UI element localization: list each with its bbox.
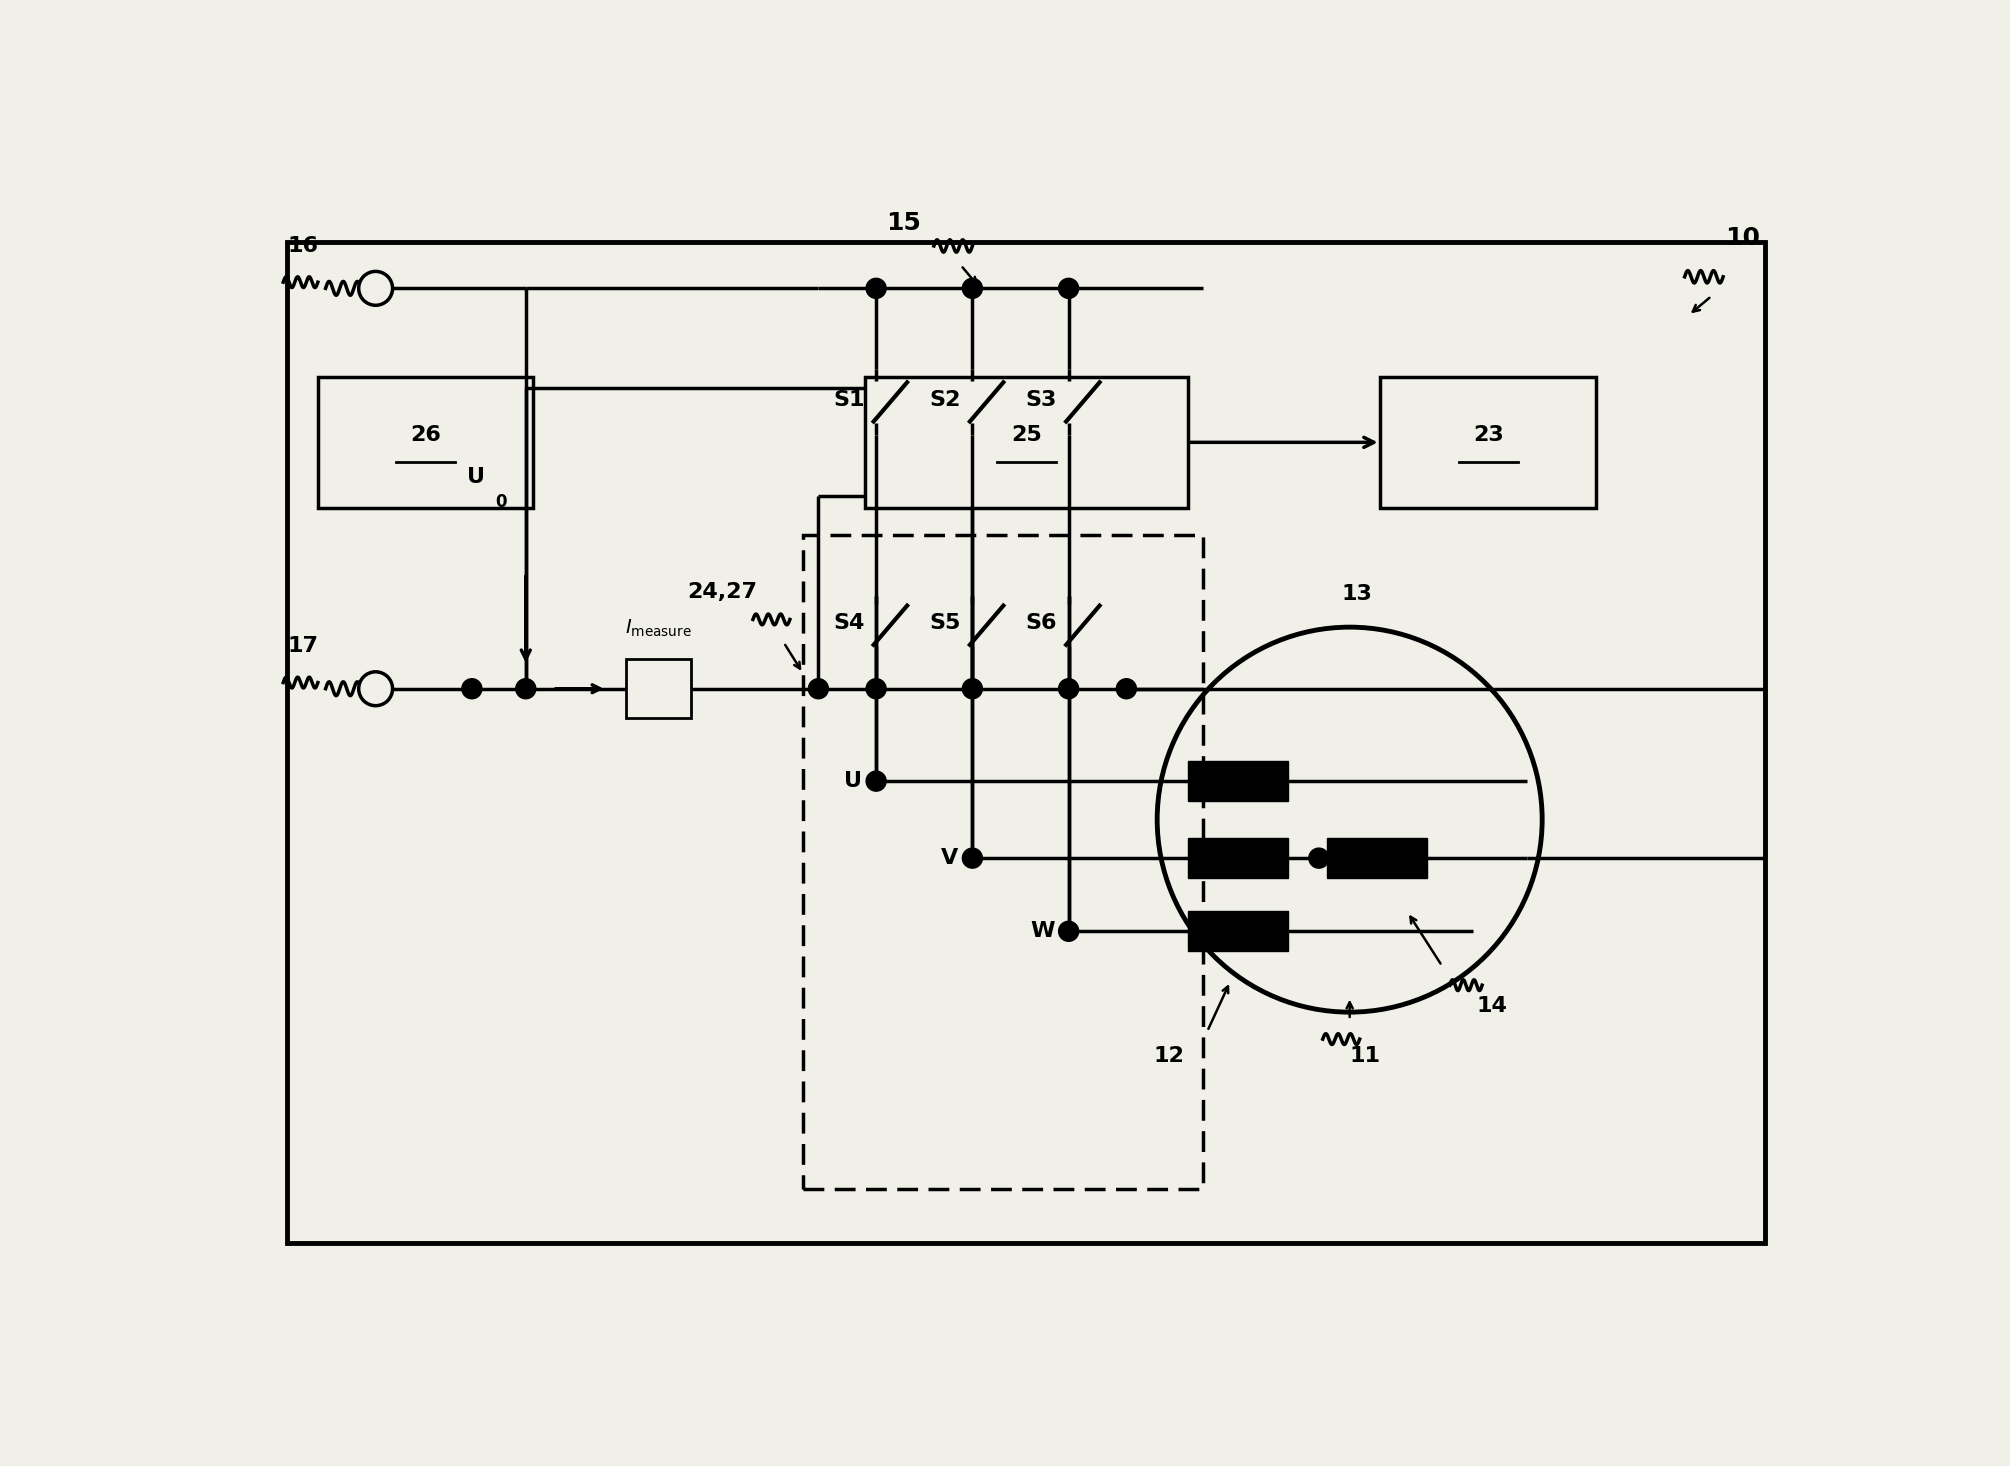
Circle shape xyxy=(517,679,537,699)
Circle shape xyxy=(808,679,828,699)
Circle shape xyxy=(358,671,392,705)
Text: 13: 13 xyxy=(1343,583,1373,604)
Text: 23: 23 xyxy=(1473,425,1503,444)
Text: S4: S4 xyxy=(834,613,864,633)
Circle shape xyxy=(963,279,983,299)
Bar xyxy=(1381,377,1596,507)
Bar xyxy=(287,242,1765,1243)
Text: 25: 25 xyxy=(1011,425,1041,444)
Circle shape xyxy=(1116,679,1136,699)
Text: U: U xyxy=(844,771,862,792)
Bar xyxy=(1188,912,1288,951)
Circle shape xyxy=(866,279,886,299)
Text: S6: S6 xyxy=(1025,613,1057,633)
Text: 26: 26 xyxy=(410,425,440,444)
Text: 14: 14 xyxy=(1477,995,1508,1016)
Text: $I_{\rm measure}$: $I_{\rm measure}$ xyxy=(625,617,691,639)
Circle shape xyxy=(1309,849,1329,868)
Bar xyxy=(1188,761,1288,800)
Circle shape xyxy=(963,849,983,868)
Bar xyxy=(864,377,1188,507)
Bar xyxy=(318,377,533,507)
Bar xyxy=(1188,839,1288,878)
Text: S3: S3 xyxy=(1025,390,1057,410)
Text: 16: 16 xyxy=(287,236,318,257)
Text: W: W xyxy=(1031,921,1055,941)
Text: S5: S5 xyxy=(929,613,961,633)
Circle shape xyxy=(1059,679,1079,699)
Text: V: V xyxy=(941,849,959,868)
Circle shape xyxy=(1059,921,1079,941)
Text: 24,27: 24,27 xyxy=(687,582,758,603)
Text: 10: 10 xyxy=(1725,226,1761,251)
Bar xyxy=(802,535,1204,1189)
Bar xyxy=(1327,839,1427,878)
Text: 17: 17 xyxy=(287,636,318,657)
Text: S2: S2 xyxy=(929,390,961,410)
Text: 15: 15 xyxy=(886,211,921,235)
Text: 11: 11 xyxy=(1349,1047,1381,1066)
Circle shape xyxy=(866,679,886,699)
Circle shape xyxy=(963,679,983,699)
Text: 12: 12 xyxy=(1154,1047,1184,1066)
Text: S1: S1 xyxy=(832,390,864,410)
Text: 0: 0 xyxy=(494,494,507,512)
Circle shape xyxy=(358,271,392,305)
Circle shape xyxy=(462,679,482,699)
Circle shape xyxy=(866,771,886,792)
Bar xyxy=(625,660,691,718)
Circle shape xyxy=(1059,279,1079,299)
Text: U: U xyxy=(466,468,484,487)
